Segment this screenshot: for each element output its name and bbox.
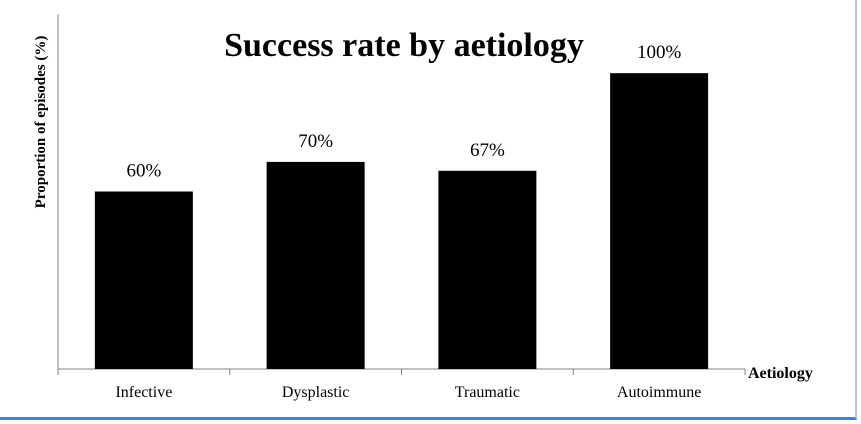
data-label-infective: 60% [126, 161, 161, 182]
bar-dysplastic [266, 161, 365, 369]
bar-infective [94, 191, 193, 369]
bar-traumatic [438, 170, 537, 369]
x-tick-label-traumatic: Traumatic [455, 384, 520, 401]
chart-title: Success rate by aetiology [224, 27, 584, 64]
x-tick-label-dysplastic: Dysplastic [282, 384, 350, 401]
data-label-traumatic: 67% [470, 140, 505, 161]
x-axis-label: Aetiology [748, 365, 813, 382]
data-labels-group: 60% 70% 67% 100% [126, 42, 681, 181]
data-label-dysplastic: 70% [298, 131, 333, 152]
x-axis-ticks [57, 369, 746, 375]
bars-group [94, 73, 709, 370]
x-tick-label-autoimmune: Autoimmune [617, 384, 701, 401]
y-axis-label: Proportion of episodes (%) [33, 36, 49, 209]
category-labels-group: Infective Dysplastic Traumatic Autoimmune [115, 384, 701, 401]
data-label-autoimmune: 100% [637, 42, 682, 63]
x-tick-label-infective: Infective [115, 384, 172, 401]
bar-autoimmune [610, 73, 709, 370]
